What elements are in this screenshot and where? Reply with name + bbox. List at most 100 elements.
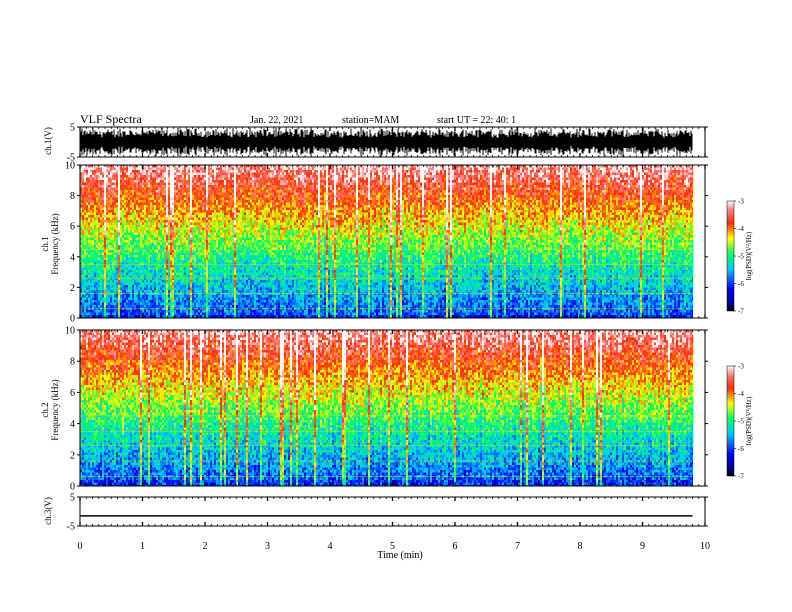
ch1-spectrogram-cell <box>110 235 112 238</box>
ch1-spectrogram-cell <box>214 273 216 276</box>
ch1-spectrogram-cell <box>134 263 136 266</box>
ch1-spectrogram-cell <box>196 210 198 213</box>
ch1-spectrogram-cell <box>210 295 212 298</box>
ch1-spectrogram-cell <box>162 235 164 238</box>
ch1-spectrogram-cell <box>168 295 170 298</box>
ch1-spectrogram-cell <box>192 218 194 221</box>
ch1-spectrogram-cell <box>114 303 116 306</box>
ch1-spectrogram-cell <box>176 210 178 213</box>
ch1-spectrogram-cell <box>150 313 152 316</box>
ch1-spectrogram-cell <box>188 315 190 318</box>
ch1-spectrogram-cell <box>96 298 98 301</box>
ch1-spectrogram-cell <box>180 298 182 301</box>
ch1-spectrogram-cell <box>112 275 114 278</box>
ch1-spectrogram-cell <box>130 298 132 301</box>
ch1-spectrogram-cell <box>188 255 190 258</box>
ch1-spectrogram-cell <box>160 255 162 258</box>
ch1-spectrogram-cell <box>206 183 208 186</box>
ch1-spectrogram-cell <box>92 230 94 233</box>
ch1-spectrogram-cell <box>180 305 182 308</box>
ch1-spectrogram-cell <box>118 265 120 268</box>
ch1-spectrogram-cell <box>148 260 150 263</box>
ch1-spectrogram-cell <box>216 238 218 241</box>
ch1-spectrogram-cell <box>116 295 118 298</box>
ch1-spectrogram-cell <box>178 213 180 216</box>
ch1-spectrogram-cell <box>188 180 190 183</box>
ch1-spectrogram-cell <box>100 283 102 286</box>
ch1-spectrogram-cell <box>108 285 110 288</box>
ch1-spectrogram-cell <box>174 293 176 296</box>
ch1-spectrogram-cell <box>146 260 148 263</box>
ch1-spectrogram-cell <box>126 295 128 298</box>
ch1-spectrogram-cell <box>100 303 102 306</box>
ch1-spectrogram-cell <box>134 303 136 306</box>
ch1-spectrogram-cell <box>112 280 114 283</box>
ch1-spectrogram-cell <box>230 218 232 221</box>
ch1-spectrogram-cell <box>170 230 172 233</box>
ch1-spectrogram-cell <box>208 285 210 288</box>
ch1-spectrogram-cell <box>168 243 170 246</box>
ch1-spectrogram-cell <box>172 293 174 296</box>
ch1-spectrogram-cell <box>118 273 120 276</box>
ch1-spectrogram-cell <box>204 293 206 296</box>
ch1-spectrogram-cell <box>150 295 152 298</box>
ch1-spectrogram-cell <box>220 175 222 178</box>
ch1-spectrogram-cell <box>146 243 148 246</box>
ch1-spectrogram-cell <box>124 213 126 216</box>
ch1-spectrogram-cell <box>160 245 162 248</box>
ch1-spectrogram-cell <box>220 288 222 291</box>
ch1-spectrogram-cell <box>166 288 168 291</box>
ch1-spectrogram-cell <box>190 265 192 268</box>
ch1-spectrogram-cell <box>100 275 102 278</box>
ch1-spectrogram-cell <box>196 315 198 318</box>
ch1-spectrogram-cell <box>196 310 198 313</box>
ch1-spectrogram-cell <box>122 253 124 256</box>
ch1-spectrogram-cell <box>228 278 230 281</box>
ch1-spectrogram-cell <box>150 225 152 228</box>
ch1-spectrogram-cell <box>150 238 152 241</box>
ch1-spectrogram-cell <box>214 203 216 206</box>
ch1-spectrogram-cell <box>84 268 86 271</box>
ch1-spectrogram-cell <box>216 285 218 288</box>
ch1-spectrogram-cell <box>132 273 134 276</box>
ch1-spectrogram-cell <box>180 243 182 246</box>
ch1-spectrogram-cell <box>140 313 142 316</box>
ch1-spectrogram-cell <box>216 223 218 226</box>
ch1-spectrogram-cell <box>176 288 178 291</box>
ch1-spectrogram-cell <box>90 228 92 231</box>
ch1-spectrogram-cell <box>196 215 198 218</box>
ch1-spectrogram-cell <box>152 288 154 291</box>
ch1-spectrogram-cell <box>94 190 96 193</box>
ch1-spectrogram-cell <box>114 305 116 308</box>
ch1-spectrogram-cell <box>176 253 178 256</box>
ch1-spectrogram-cell <box>190 205 192 208</box>
ch1-spectrogram-cell <box>218 203 220 206</box>
ch1-spectrogram-cell <box>126 220 128 223</box>
ch1-spectrogram-cell <box>120 173 122 176</box>
ch1-spectrogram-cell <box>180 218 182 221</box>
ch1-spectrogram-cell <box>200 285 202 288</box>
ch1-spectrogram-cell <box>228 303 230 306</box>
ch1-spectrogram-cell <box>118 205 120 208</box>
ch1-spectrogram-cell <box>128 288 130 291</box>
ch1-spectrogram-cell <box>144 190 146 193</box>
ch1-spectrogram-cell <box>88 273 90 276</box>
ch1-spectrogram-cell <box>188 213 190 216</box>
ch1-spectrogram-cell <box>110 293 112 296</box>
ch1-spectrogram-cell <box>188 243 190 246</box>
ch1-spectrogram-cell <box>170 313 172 316</box>
ch1-spectrogram-cell <box>222 295 224 298</box>
ch1-spectrogram-cell <box>232 235 234 238</box>
ch1-spectrogram-cell <box>194 173 196 176</box>
ch1-spectrogram-cell <box>164 203 166 206</box>
ch1-spectrogram-cell <box>204 280 206 283</box>
ch1-spectrogram-cell <box>228 290 230 293</box>
ch1-spectrogram-cell <box>106 228 108 231</box>
ch1-spectrogram-cell <box>132 168 134 171</box>
ch1-spectrogram-cell <box>146 300 148 303</box>
ch1-spectrogram-cell <box>192 235 194 238</box>
ch1-spectrogram-cell <box>146 270 148 273</box>
ch1-spectrogram-cell <box>182 230 184 233</box>
ch1-spectrogram-cell <box>96 293 98 296</box>
ch1-spectrogram-cell <box>168 230 170 233</box>
